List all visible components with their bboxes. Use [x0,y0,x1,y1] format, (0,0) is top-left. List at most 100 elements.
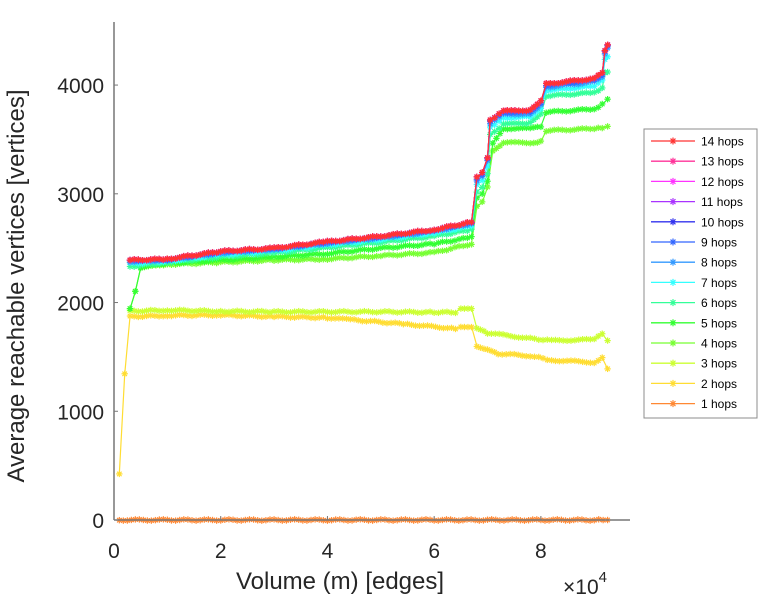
data-point [155,307,163,315]
data-point [478,198,486,206]
y-tick-label: 4000 [57,75,104,98]
data-point [571,91,578,98]
data-point [484,154,491,161]
x-tick-label: 6 [428,540,440,563]
y-tick-label: 2000 [57,293,104,316]
data-point [548,336,555,344]
data-point [484,178,491,185]
data-point [496,130,504,137]
data-point [439,247,446,254]
y-axis-label: Average reachable vertices [vertices] [3,89,30,482]
data-point [316,308,323,315]
data-point [551,91,558,99]
legend-label: 5 hops [701,316,737,330]
data-point [604,96,611,103]
data-point [604,123,611,130]
data-point [311,308,319,316]
data-point [601,47,609,54]
data-point [180,306,187,314]
data-point [489,139,497,147]
legend-label: 8 hops [701,256,737,270]
data-point [414,250,421,258]
data-point [495,125,503,132]
data-point [511,350,518,358]
series-2-hops [116,311,611,478]
data-point [295,252,302,259]
data-point [209,308,216,315]
x-tick-label: 8 [535,540,547,563]
x-tick-label: 0 [108,540,120,563]
data-point [344,308,352,315]
data-point [238,307,245,315]
legend-marker-icon [669,258,677,266]
data-point [299,308,307,315]
data-point [579,336,586,343]
data-point [567,107,574,115]
series-line [129,44,609,261]
data-point [291,308,298,315]
legend-marker-icon [669,319,677,327]
data-point [537,137,545,145]
data-point [591,89,598,96]
data-point [389,251,397,259]
series-line [129,98,609,310]
data-point [430,248,438,256]
data-point [389,308,397,316]
data-point [130,313,138,320]
data-point [139,313,146,321]
data-point [515,120,522,127]
legend-label: 12 hops [701,175,744,189]
data-point [547,127,554,134]
data-point [270,313,278,321]
data-point [567,127,574,134]
data-point [571,126,578,133]
series-line [129,44,609,261]
data-point [488,330,495,337]
legend-marker-icon [669,177,677,185]
data-point [381,243,389,251]
legend-label: 13 hops [701,155,744,169]
data-point [563,127,570,134]
data-point [534,113,541,121]
data-point [332,249,339,256]
data-point [547,92,554,100]
y-tick-label: 3000 [57,184,104,207]
legend-label: 6 hops [701,296,737,310]
legend-label: 14 hops [701,135,744,149]
data-point [373,309,380,316]
data-point [599,354,606,361]
legend-label: 4 hops [701,337,737,351]
legend-label: 7 hops [701,276,737,290]
data-point [258,307,265,315]
data-point [478,169,486,176]
data-point [604,41,611,49]
data-point [340,307,348,315]
data-point [357,253,364,260]
data-point [414,242,421,250]
data-point [331,315,339,322]
data-point [422,249,430,257]
data-point [385,308,393,315]
data-point [443,238,450,245]
data-point [599,100,606,108]
data-point [246,255,253,262]
data-point [555,126,562,133]
legend-marker-icon [669,299,677,307]
data-point [537,97,545,104]
series-line [129,125,608,310]
data-point [428,322,435,330]
legend: 14 hops 13 hops 12 hops 11 hops 10 hops 9 hop… [643,128,758,419]
data-point [480,327,488,335]
data-point [468,233,475,240]
legend-marker-icon [669,278,677,286]
legend-marker-icon [669,339,677,347]
data-point [398,243,405,250]
data-point [595,332,602,340]
legend-box [643,128,758,419]
data-point [491,128,498,135]
series-4-hops [126,123,611,312]
data-point [365,246,372,253]
data-point [339,315,346,322]
data-point [168,312,175,320]
